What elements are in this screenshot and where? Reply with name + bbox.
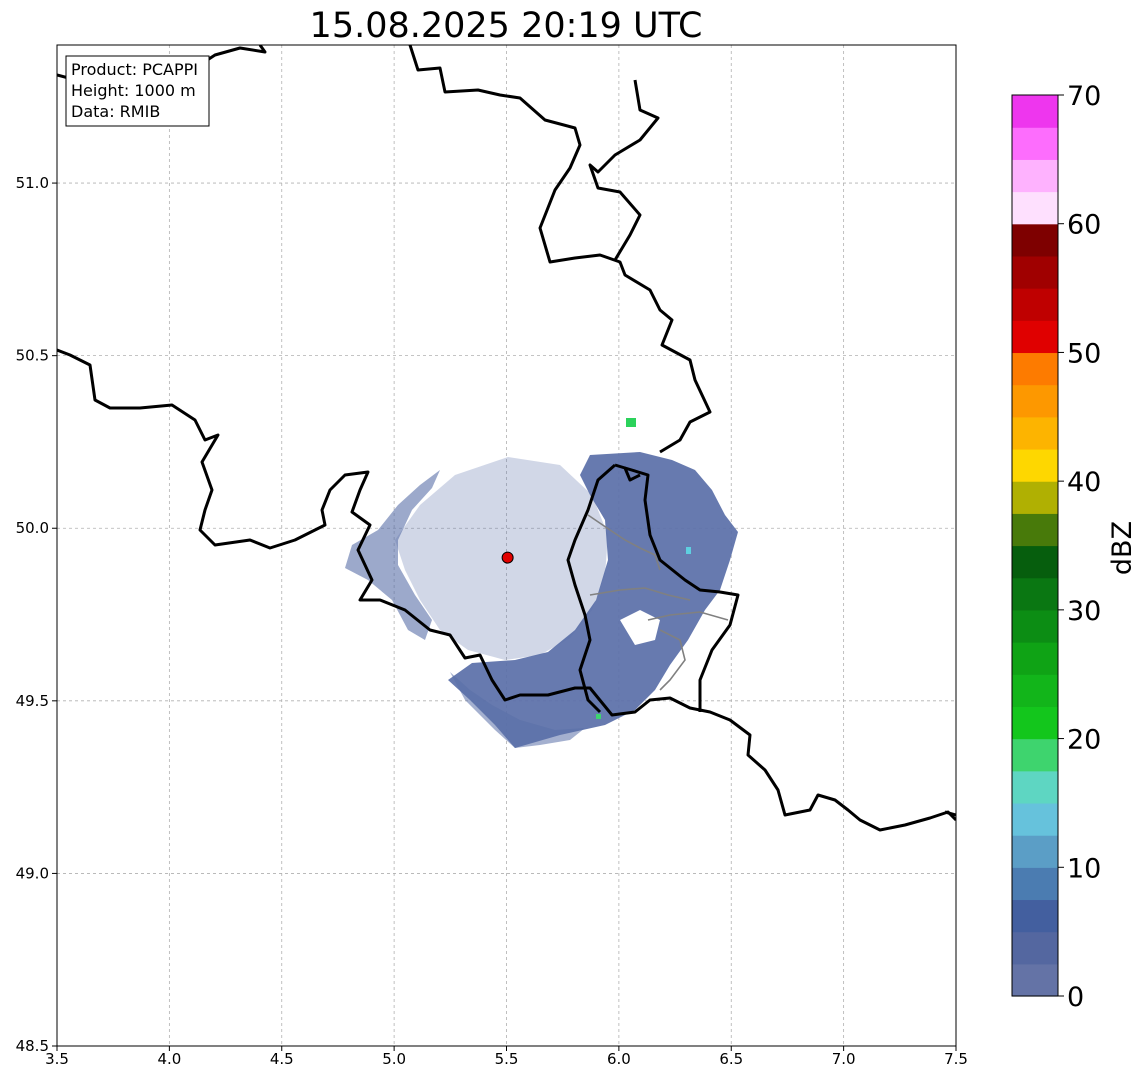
border-netherlands-limburg xyxy=(588,79,660,261)
colorbar-tick-label: 70 xyxy=(1067,81,1101,112)
x-tick-label: 6.5 xyxy=(719,1050,743,1068)
border-netherlands-germany xyxy=(408,45,712,454)
echo-cell-south xyxy=(596,714,601,719)
colorbar-segment xyxy=(1012,867,1058,901)
colorbar-segment xyxy=(1012,706,1058,740)
colorbar-segment xyxy=(1012,416,1058,450)
x-tick-label: 4.0 xyxy=(157,1050,181,1068)
map-plot-area: 3.5 4.0 4.5 5.0 5.5 6.0 6.5 7.0 7.5 48.5 49.0 49.5… xyxy=(16,44,968,1068)
y-axis-ticks: 48.5 49.0 49.5 50.0 50.5 51.0 xyxy=(16,174,57,1055)
colorbar-segment xyxy=(1012,770,1058,804)
info-box: Product: PCAPPI Height: 1000 m Data: RMI… xyxy=(65,55,210,127)
colorbar-segment xyxy=(1012,288,1058,321)
region-borders xyxy=(587,514,729,691)
radar-site-marker xyxy=(501,551,514,564)
colorbar-segment xyxy=(1012,448,1058,482)
colorbar-segment xyxy=(1012,963,1058,997)
colorbar-segment xyxy=(1012,513,1058,547)
colorbar-segment xyxy=(1012,384,1058,418)
colorbar-segment xyxy=(1012,577,1058,611)
colorbar-segment xyxy=(1012,255,1058,289)
x-tick-label: 4.5 xyxy=(270,1050,294,1068)
colorbar-segment xyxy=(1012,642,1058,675)
echo-cell-northeast xyxy=(626,418,636,427)
colorbar-tick-label: 40 xyxy=(1067,467,1101,498)
region-border-2 xyxy=(589,587,691,601)
colorbar-segment xyxy=(1012,127,1058,160)
border-germany-france-east xyxy=(944,810,956,817)
colorbar-segment xyxy=(1012,835,1058,868)
x-tick-label: 3.5 xyxy=(45,1050,69,1068)
border-belgium-france xyxy=(57,348,956,832)
y-tick-label: 49.0 xyxy=(16,864,49,882)
x-tick-label: 6.0 xyxy=(607,1050,631,1068)
colorbar-segment xyxy=(1012,352,1058,386)
colorbar-tick-label: 50 xyxy=(1067,338,1101,369)
y-tick-label: 51.0 xyxy=(16,174,49,192)
colorbar-segment xyxy=(1012,738,1058,772)
info-box-frame xyxy=(65,55,210,127)
colorbar-segment xyxy=(1012,481,1058,514)
border-luxembourg-east xyxy=(624,466,740,712)
region-border-4 xyxy=(659,629,686,691)
colorbar-segment xyxy=(1012,191,1058,225)
colorbar-segment xyxy=(1012,899,1058,933)
x-tick-label: 5.0 xyxy=(382,1050,406,1068)
colorbar-segment xyxy=(1012,931,1058,965)
border-luxembourg-north xyxy=(614,463,641,482)
colorbar-segment xyxy=(1012,545,1058,579)
colorbar-segment xyxy=(1012,802,1058,836)
info-product: Product: PCAPPI xyxy=(71,60,198,79)
colorbar-tick-label: 20 xyxy=(1067,725,1101,756)
info-height: Height: 1000 m xyxy=(71,81,196,100)
region-border-3 xyxy=(647,611,729,621)
y-tick-label: 49.5 xyxy=(16,692,49,710)
colorbar-frame xyxy=(1011,94,1059,997)
colorbar-segment xyxy=(1012,223,1058,257)
colorbar-segment xyxy=(1012,95,1058,128)
x-tick-label: 7.5 xyxy=(944,1050,968,1068)
colorbar-segment xyxy=(1012,159,1058,193)
colorbar-segment xyxy=(1012,674,1058,707)
echo-inner-scatter xyxy=(395,457,608,660)
colorbar-tick-label: 30 xyxy=(1067,596,1101,627)
colorbar: 0 10 20 30 40 50 60 70 xyxy=(1011,81,1101,1013)
radar-echo-field xyxy=(345,418,738,748)
echo-outer-ring xyxy=(448,452,738,748)
colorbar-segment xyxy=(1012,320,1058,354)
x-tick-label: 5.5 xyxy=(495,1050,519,1068)
y-tick-label: 50.0 xyxy=(16,519,49,537)
y-tick-label: 50.5 xyxy=(16,347,49,365)
region-border-1 xyxy=(587,514,661,571)
x-tick-label: 7.0 xyxy=(832,1050,856,1068)
colorbar-segment xyxy=(1012,609,1058,643)
x-axis-ticks: 3.5 4.0 4.5 5.0 5.5 6.0 6.5 7.0 7.5 xyxy=(45,1046,968,1068)
colorbar-label: dBZ xyxy=(1107,521,1138,575)
colorbar-tick-label: 10 xyxy=(1067,853,1101,884)
echo-south-fringe xyxy=(450,672,585,748)
y-tick-label: 48.5 xyxy=(16,1037,49,1055)
echo-west-fringe xyxy=(345,470,440,640)
echo-cell-east xyxy=(686,547,691,554)
border-luxembourg-west xyxy=(566,463,616,714)
map-title: 15.08.2025 20:19 UTC xyxy=(310,6,703,46)
colorbar-tick-label: 0 xyxy=(1067,982,1084,1013)
colorbar-tick-label: 60 xyxy=(1067,210,1101,241)
info-data-source: Data: RMIB xyxy=(71,102,160,121)
